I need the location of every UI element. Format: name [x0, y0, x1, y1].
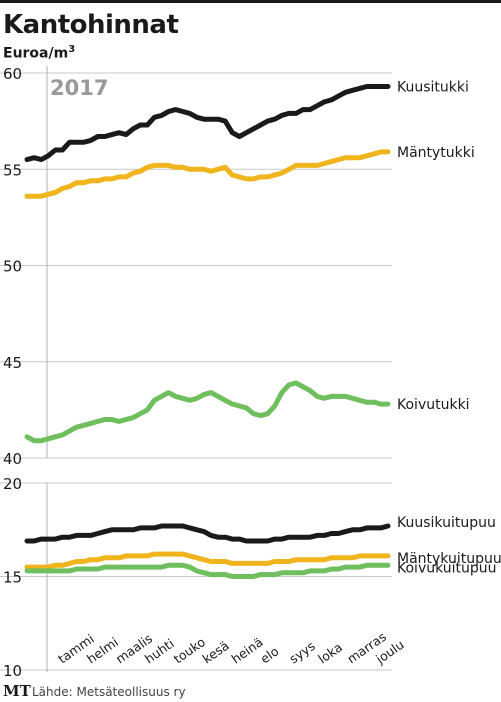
y-tick-label: 20: [3, 475, 22, 493]
source-note: Lähde: Metsäteollisuus ry: [32, 685, 186, 699]
top-rule: [0, 0, 501, 3]
year-label: 2017: [50, 76, 109, 100]
x-tick-label: syys: [286, 638, 317, 666]
series-label: Koivutukki: [397, 397, 470, 413]
series-label: Koivukuitupuu: [397, 560, 497, 576]
y-tick-label: 15: [3, 569, 22, 587]
series-line-koivukuitupuu: [24, 562, 391, 579]
y-tick-label: 60: [3, 65, 22, 83]
unit-base: Euroa/m: [3, 45, 69, 62]
series-label: Mäntytukki: [397, 145, 475, 161]
series-label: Kuusikuitupuu: [397, 515, 496, 531]
y-tick-label: 55: [3, 161, 22, 179]
series-label: Kuusitukki: [397, 79, 469, 95]
x-tick-label: loka: [315, 639, 345, 666]
x-tick-label: touko: [171, 634, 208, 666]
y-tick-label: 45: [3, 354, 22, 372]
mt-logo: MT: [3, 682, 31, 700]
y-tick-label: 40: [3, 450, 22, 468]
chart-title: Kantohinnat: [3, 10, 179, 40]
series-line-kuusitukki: [24, 84, 391, 163]
series-line-koivutukki: [24, 380, 391, 444]
series-line-mäntytukki: [24, 149, 391, 199]
series-line-kuusikuitupuu: [24, 523, 391, 544]
series-label: Mäntykuitupuu: [397, 551, 501, 567]
x-tick-label: heinä: [229, 634, 266, 666]
unit-superscript: 3: [68, 44, 76, 55]
y-tick-label: 10: [3, 662, 22, 680]
series-line-mäntykuitupuu: [24, 551, 391, 570]
y-tick-label: 50: [3, 258, 22, 276]
unit-label: Euroa/m3: [3, 44, 75, 62]
